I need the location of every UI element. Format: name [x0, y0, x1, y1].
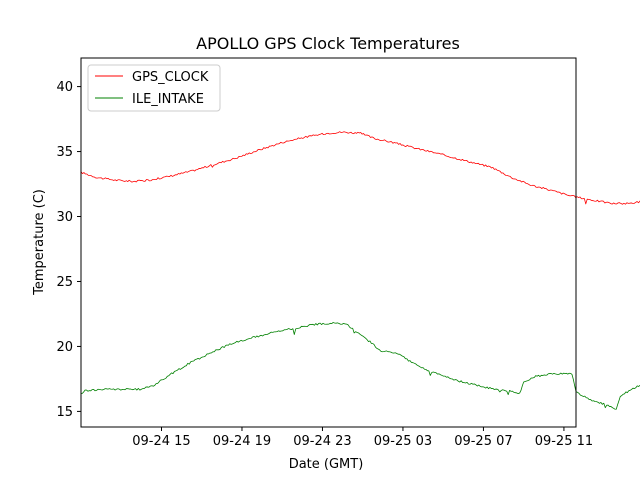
x-tick-label: 09-24 15: [132, 434, 190, 449]
legend: GPS_CLOCK ILE_INTAKE: [87, 64, 221, 112]
plot-area: [80, 57, 640, 428]
plot-background: [81, 58, 576, 427]
y-tick-label: 35: [56, 145, 73, 160]
plot-frame: [80, 57, 577, 428]
x-tick-label: 09-25 11: [535, 434, 593, 449]
x-tick-label: 09-25 07: [454, 434, 512, 449]
y-axis: 15 20 25 30 35 40: [56, 80, 81, 420]
x-tick-label: 09-25 03: [374, 434, 432, 449]
x-tick-label: 09-24 23: [293, 434, 351, 449]
y-tick-label: 20: [56, 340, 73, 355]
y-tick-label: 15: [56, 405, 73, 420]
y-axis-label: Temperature (C): [32, 189, 47, 296]
legend-label: ILE_INTAKE: [132, 92, 204, 107]
x-axis: 09-24 15 09-24 19 09-24 23 09-25 03 09-25 07…: [132, 427, 593, 449]
y-tick-label: 30: [56, 210, 73, 225]
y-tick-label: 40: [56, 80, 73, 95]
x-axis-label: Date (GMT): [289, 457, 364, 472]
legend-label: GPS_CLOCK: [132, 70, 209, 85]
x-tick-label: 09-24 19: [213, 434, 271, 449]
chart-title: APOLLO GPS Clock Temperatures: [196, 34, 460, 53]
series-line-gps-clock: [80, 131, 640, 205]
series-line-ile-intake: [80, 322, 640, 410]
y-tick-label: 25: [56, 275, 73, 290]
